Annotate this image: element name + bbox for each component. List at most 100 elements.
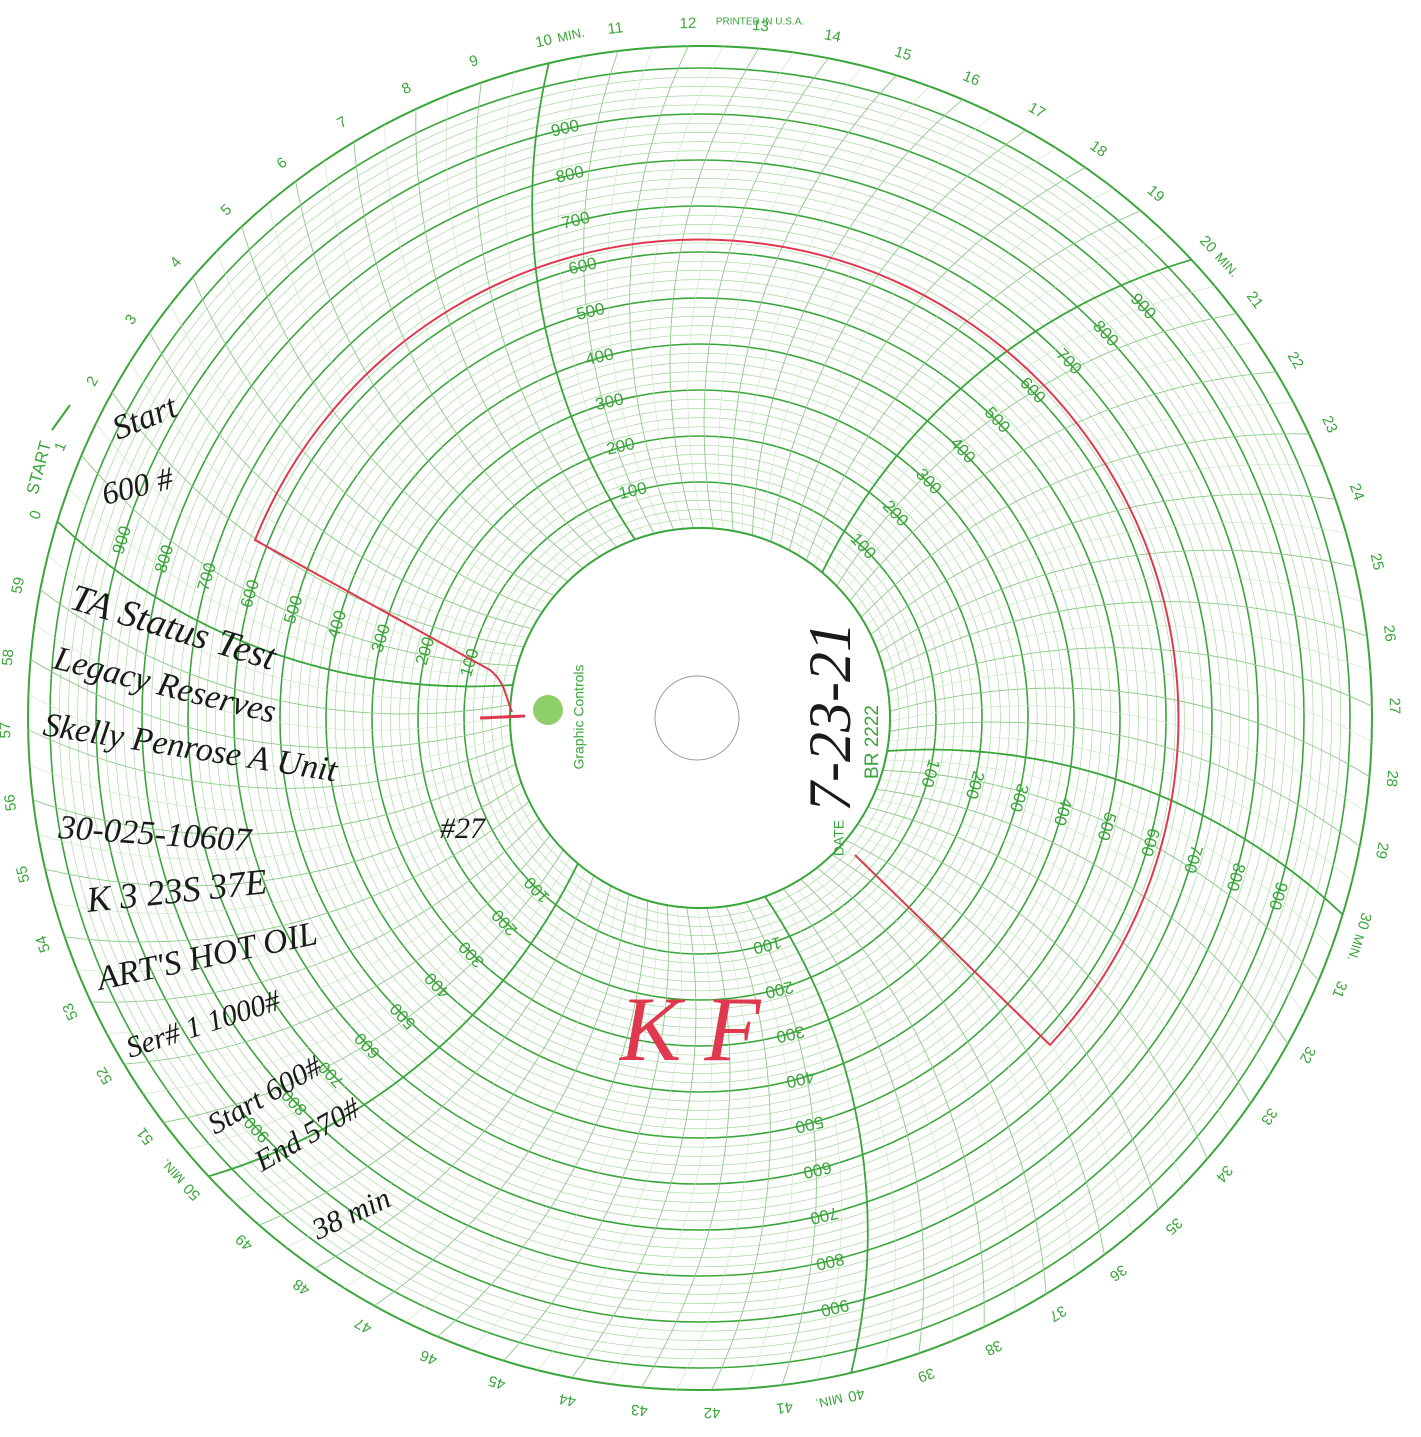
note: ART'S HOT OIL (92, 915, 321, 998)
time-line (878, 549, 1355, 654)
scale-label: 200 (763, 977, 795, 1002)
minute-label: 26 (1380, 624, 1399, 643)
scale-label: 800 (1223, 861, 1249, 894)
scale-label: 300 (912, 465, 945, 499)
ring-minor (316, 334, 1084, 1102)
scale-label: 800 (554, 162, 586, 187)
ring-major (279, 297, 1121, 1139)
minute-label: 27 (1386, 697, 1403, 714)
scale-label: 500 (981, 403, 1014, 437)
minute-label: 59 (8, 576, 28, 596)
scale-label: 400 (421, 969, 454, 1003)
time-line (889, 668, 1372, 742)
time-line (718, 65, 863, 530)
minute-label: 21 (1243, 288, 1267, 312)
minute-label: 42 (704, 1404, 721, 1421)
time-line (889, 687, 1370, 777)
time-line (286, 880, 603, 1248)
time-line (797, 188, 1114, 556)
time-line (353, 141, 584, 569)
time-line (314, 885, 612, 1269)
scale-label: 600 (801, 1158, 833, 1183)
minute-label: 17 (1025, 99, 1048, 122)
time-line-major (531, 63, 636, 540)
time-line (95, 423, 521, 657)
time-line (876, 788, 1289, 1045)
brand: Graphic Controls (571, 664, 587, 769)
date: 7-23-21 (797, 622, 863, 812)
note: Start (107, 388, 184, 448)
time-line (805, 210, 1142, 561)
time-line (855, 402, 1294, 610)
time-line (731, 75, 897, 531)
time-line (469, 903, 658, 1350)
ring-minor (298, 316, 1102, 1120)
ring-minor (426, 444, 974, 992)
minute-label: 14 (823, 26, 843, 46)
minute-label: 43 (630, 1401, 648, 1419)
time-line (816, 867, 1047, 1295)
ring-major (417, 435, 983, 1001)
minute-label: 3 (122, 311, 141, 328)
ring-minor (123, 141, 1277, 1295)
start-label: START (23, 439, 55, 496)
ring-major (325, 343, 1075, 1093)
minute-label: 53 (59, 1000, 81, 1022)
time-line (28, 694, 511, 768)
center-hole (654, 675, 740, 761)
minute-label: 55 (13, 864, 33, 884)
scale-label: 700 (560, 208, 592, 233)
minute-label: 40 (846, 1385, 866, 1405)
ring-minor (68, 86, 1332, 1350)
ring-minor (380, 398, 1020, 1038)
minute-label: 23 (1318, 413, 1340, 435)
minute-label: 22 (1284, 349, 1307, 372)
time-line (780, 147, 1057, 546)
ring-minor (334, 352, 1066, 1084)
minute-label: 48 (290, 1275, 313, 1298)
time-line-major (821, 258, 1192, 573)
time-line (867, 806, 1251, 1104)
time-line (886, 625, 1371, 683)
scale-label: 800 (1089, 317, 1122, 351)
time-line (437, 900, 649, 1337)
scale-label: 200 (605, 434, 637, 459)
scale-label: 700 (808, 1203, 840, 1228)
time-line (884, 601, 1368, 673)
ring-major (233, 251, 1167, 1185)
minute-label: 51 (134, 1124, 158, 1148)
time-line (258, 875, 595, 1226)
minute-label: 46 (418, 1346, 440, 1368)
scale-label: 800 (151, 543, 177, 576)
scale-label: 800 (814, 1249, 846, 1274)
minute-label: 39 (915, 1364, 936, 1386)
scale-label: 700 (1052, 345, 1085, 379)
time-line (881, 576, 1362, 663)
ring-minor (252, 270, 1148, 1166)
time-line (607, 47, 665, 532)
ring-minor (445, 463, 955, 973)
time-line (267, 203, 562, 589)
ring-minor (206, 224, 1194, 1212)
minute-label: 38 (982, 1336, 1004, 1358)
minute-label: 33 (1257, 1105, 1280, 1128)
ring-major (49, 67, 1351, 1369)
scale-label: 300 (455, 938, 488, 972)
time-line (887, 647, 1373, 707)
time-line (323, 160, 576, 575)
minute-label: 57 (0, 722, 14, 739)
minute-label: 34 (1212, 1162, 1236, 1186)
minute-label: 29 (1372, 841, 1392, 861)
scale-label: 200 (879, 497, 912, 531)
minute-label: 47 (352, 1314, 375, 1337)
time-line (889, 705, 1366, 812)
minute-label: 28 (1383, 769, 1401, 787)
ring-minor (399, 417, 1001, 1019)
minute-label: 54 (33, 933, 55, 954)
time-line (824, 861, 1077, 1276)
scale-label: 500 (386, 999, 419, 1033)
time-line (32, 763, 516, 835)
scale-label: 200 (962, 769, 988, 802)
time-line (68, 487, 515, 676)
ring-minor (178, 196, 1222, 1240)
